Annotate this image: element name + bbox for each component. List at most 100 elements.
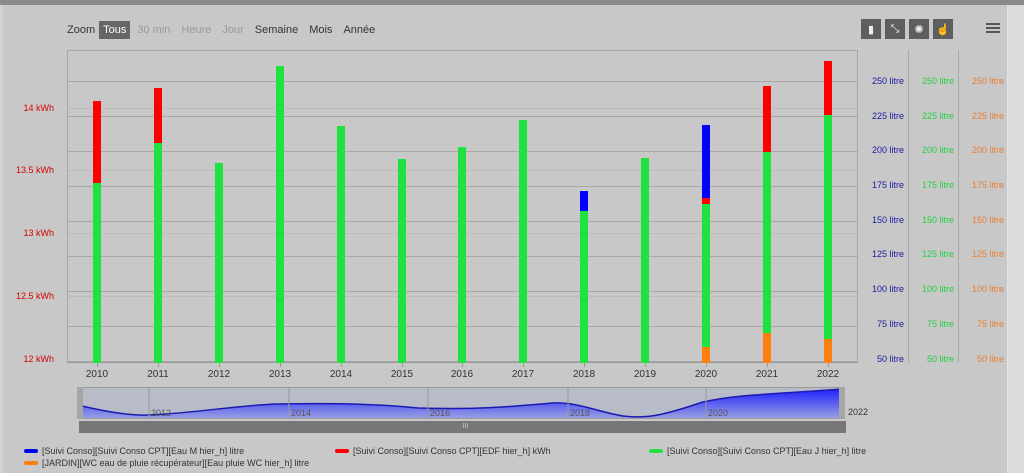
- x-axis-label: 2020: [694, 369, 718, 380]
- bar-green-2018[interactable]: [580, 211, 588, 363]
- y-axis-blue-label: 175 litre: [871, 180, 904, 190]
- legend-item[interactable]: [Suivi Conso][Suivi Conso CPT][Eau J hie…: [649, 446, 866, 456]
- legend-item[interactable]: [Suivi Conso][Suivi Conso CPT][Eau M hie…: [24, 446, 244, 456]
- x-tick: [280, 363, 281, 367]
- navigator[interactable]: [77, 387, 842, 419]
- x-tick: [706, 363, 707, 367]
- navigator-series: [78, 388, 841, 418]
- scrollbar-grip[interactable]: III: [462, 423, 469, 430]
- bar-green-2020[interactable]: [702, 204, 710, 347]
- bar-red-2011[interactable]: [154, 88, 162, 143]
- x-axis-label: 2019: [633, 369, 657, 380]
- pointer-hand-icon[interactable]: ☝: [933, 19, 953, 39]
- legend-label: [Suivi Conso][Suivi Conso CPT][Eau M hie…: [42, 446, 245, 456]
- y-axis-orange-label: 225 litre: [971, 111, 1004, 121]
- range-button-heure: Heure: [181, 24, 212, 36]
- y-axis-left-label: 13.5 kWh: [15, 165, 54, 175]
- x-tick: [97, 363, 98, 367]
- bar-green-2011[interactable]: [154, 143, 162, 363]
- navigator-right-handle[interactable]: [839, 387, 845, 419]
- y-axis-blue-label: 250 litre: [871, 76, 904, 86]
- bar-orange-2020[interactable]: [702, 347, 710, 363]
- legend-swatch-icon: [335, 449, 349, 453]
- bar-red-2020[interactable]: [702, 198, 710, 204]
- y-axis-green-label: 225 litre: [921, 111, 954, 121]
- bar-green-2019[interactable]: [641, 158, 649, 363]
- bar-orange-2022[interactable]: [824, 339, 832, 363]
- range-button-semaine[interactable]: Semaine: [254, 24, 299, 36]
- chart-toolbar: ▮ ⤡ ✺ ☝: [861, 19, 953, 39]
- y-axis-orange-label: 100 litre: [971, 284, 1004, 294]
- legend-item[interactable]: [JARDIN][WC eau de pluie récupérateur][E…: [24, 458, 309, 468]
- x-axis-label: 2011: [147, 369, 169, 380]
- bar-red-2010[interactable]: [93, 101, 101, 183]
- bar-red-2022[interactable]: [824, 61, 832, 115]
- bar-green-2021[interactable]: [763, 152, 771, 333]
- x-tick: [341, 363, 342, 367]
- legend-item[interactable]: [Suivi Conso][Suivi Conso CPT][EDF hier_…: [335, 446, 551, 456]
- x-axis-label: 2021: [755, 369, 779, 380]
- range-selector: Zoom Tous 30 min Heure Jour Semaine Mois Année: [67, 21, 382, 39]
- range-button-tous[interactable]: Tous: [99, 21, 131, 39]
- bar-green-2013[interactable]: [276, 66, 284, 363]
- y-axis-orange-label: 125 litre: [971, 249, 1004, 259]
- range-button-mois[interactable]: Mois: [309, 24, 333, 36]
- bar-orange-2021[interactable]: [763, 333, 771, 363]
- y-axis-blue-label: 100 litre: [871, 284, 904, 294]
- bar-blue-2018[interactable]: [580, 191, 588, 211]
- y-axis-green-label: 100 litre: [921, 284, 954, 294]
- axis-separator: [958, 50, 959, 363]
- y-axis-green-label: 200 litre: [921, 145, 954, 155]
- y-axis-green-label: 125 litre: [921, 249, 954, 259]
- x-axis-label: 2013: [268, 369, 292, 380]
- legend-swatch-icon: [24, 449, 38, 453]
- y-axis-blue-label: 125 litre: [871, 249, 904, 259]
- legend-label: [JARDIN][WC eau de pluie récupérateur][E…: [42, 458, 310, 468]
- bar-red-2021[interactable]: [763, 86, 771, 152]
- gridline: [68, 116, 857, 117]
- navigator-label: 2016: [430, 408, 451, 418]
- y-axis-orange-label: 200 litre: [971, 145, 1004, 155]
- axis-separator: [908, 50, 909, 363]
- y-axis-blue-label: 75 litre: [876, 319, 904, 329]
- navigator-label: 2018: [570, 408, 591, 418]
- y-axis-blue-label: 200 litre: [871, 145, 904, 155]
- legend-label: [Suivi Conso][Suivi Conso CPT][Eau J hie…: [667, 446, 867, 456]
- bar-green-2016[interactable]: [458, 147, 466, 363]
- navigator-label: 2014: [291, 408, 312, 418]
- y-axis-orange-label: 75 litre: [976, 319, 1004, 329]
- bar-green-2017[interactable]: [519, 120, 527, 363]
- bar-icon[interactable]: ▮: [861, 19, 881, 39]
- x-tick: [158, 363, 159, 367]
- sun-icon[interactable]: ✺: [909, 19, 929, 39]
- range-button-année[interactable]: Année: [343, 24, 376, 36]
- x-tick: [462, 363, 463, 367]
- navigator-left-handle[interactable]: [77, 387, 83, 419]
- y-axis-orange-label: 150 litre: [971, 215, 1004, 225]
- x-tick: [523, 363, 524, 367]
- hamburger-menu-icon[interactable]: [986, 23, 1000, 35]
- bar-green-2012[interactable]: [215, 163, 223, 363]
- x-axis-label: 2010: [85, 369, 109, 380]
- bar-green-2022[interactable]: [824, 115, 832, 339]
- navigator-end-label: 2022: [848, 407, 869, 417]
- bar-blue-2020[interactable]: [702, 125, 710, 198]
- navigator-scrollbar[interactable]: III: [79, 421, 846, 433]
- page-scrollbar[interactable]: [1007, 5, 1024, 473]
- legend-label: [Suivi Conso][Suivi Conso CPT][EDF hier_…: [353, 446, 551, 456]
- bar-green-2015[interactable]: [398, 159, 406, 363]
- range-button-jour: Jour: [222, 24, 244, 36]
- y-axis-left-label: 13 kWh: [23, 228, 54, 238]
- y-axis-green-label: 75 litre: [926, 319, 954, 329]
- y-axis-left-label: 14 kWh: [23, 103, 54, 113]
- y-axis-green-label: 150 litre: [921, 215, 954, 225]
- x-axis-label: 2017: [511, 369, 535, 380]
- bar-green-2010[interactable]: [93, 183, 101, 363]
- x-tick: [584, 363, 585, 367]
- x-tick: [767, 363, 768, 367]
- y-axis-orange-label: 175 litre: [971, 180, 1004, 190]
- legend-swatch-icon: [24, 461, 38, 465]
- bar-green-2014[interactable]: [337, 126, 345, 363]
- scatter-icon[interactable]: ⤡: [885, 19, 905, 39]
- x-axis-label: 2022: [816, 369, 840, 380]
